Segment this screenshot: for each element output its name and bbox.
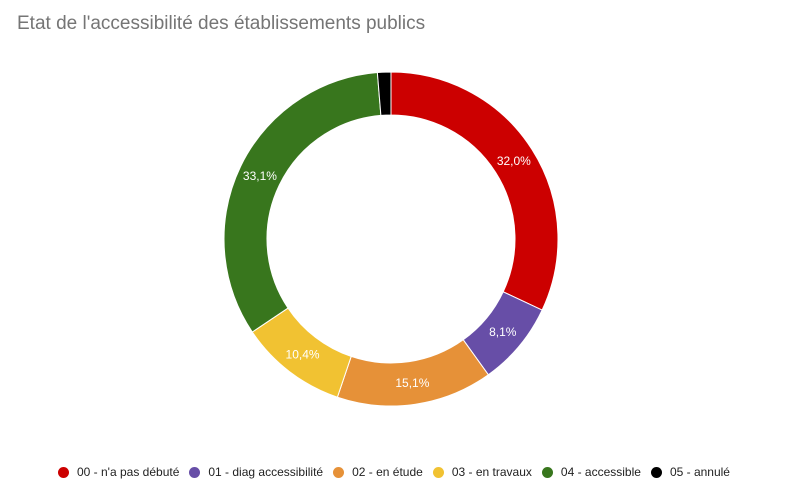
slice-data-label-1: 8,1% (489, 325, 517, 339)
legend-swatch-icon (432, 466, 444, 478)
legend-item-4[interactable]: 04 - accessible (541, 465, 641, 479)
donut-slice-5[interactable] (376, 71, 392, 116)
donut-slice-2[interactable] (336, 339, 490, 407)
donut-data-labels: 32,0% 8,1% 15,1% 10,4% 33,1% (243, 154, 531, 390)
chart-legend: 00 - n'a pas débuté 01 - diag accessibili… (0, 465, 798, 479)
slice-data-label-3: 10,4% (286, 348, 320, 362)
legend-swatch-icon (58, 466, 69, 478)
legend-swatch-icon (333, 466, 345, 478)
slice-data-label-4: 33,1% (243, 169, 277, 183)
legend-item-5[interactable]: 05 - annulé (650, 465, 730, 479)
slice-data-label-2: 15,1% (395, 376, 429, 390)
legend-swatch-icon (541, 466, 553, 478)
donut-slice-4[interactable] (223, 72, 382, 333)
donut-slice-0[interactable] (390, 71, 559, 311)
legend-swatch-icon (650, 466, 662, 478)
chart-title: Etat de l'accessibilité des établissemen… (17, 13, 426, 34)
legend-label: 01 - diag accessibilité (208, 465, 324, 479)
slice-data-label-0: 32,0% (497, 154, 531, 168)
legend-item-2[interactable]: 02 - en étude (333, 465, 423, 479)
legend-label: 02 - en étude (352, 465, 423, 479)
legend-label: 03 - en travaux (451, 465, 532, 479)
legend-item-0[interactable]: 00 - n'a pas débuté (58, 465, 179, 479)
donut-chart: 32,0% 8,1% 15,1% 10,4% 33,1% (223, 71, 559, 407)
legend-swatch-icon (189, 466, 201, 478)
legend-label: 04 - accessible (560, 465, 641, 479)
legend-item-3[interactable]: 03 - en travaux (432, 465, 532, 479)
legend-label: 00 - n'a pas débuté (77, 465, 180, 479)
legend-label: 05 - annulé (669, 465, 730, 479)
donut-slices (223, 71, 559, 407)
legend-item-1[interactable]: 01 - diag accessibilité (189, 465, 323, 479)
